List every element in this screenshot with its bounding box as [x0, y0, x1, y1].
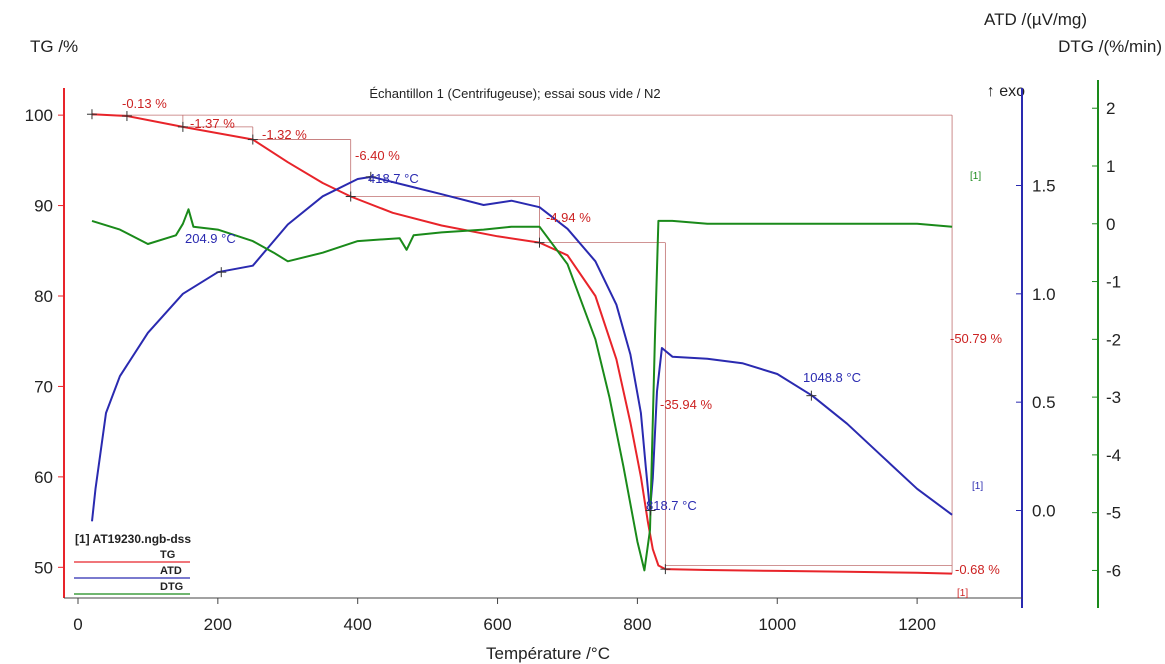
- tg-tick-label: 80: [34, 287, 53, 306]
- legend-entry: DTG: [160, 581, 183, 593]
- atd-tick-label: 1.5: [1032, 177, 1056, 196]
- series-line-dtg: [91, 208, 953, 572]
- annotation-marks: [86, 109, 817, 575]
- series-line-atd: [91, 175, 953, 522]
- tg-step-label: -1.37 %: [190, 116, 235, 131]
- tg-step-label: -6.40 %: [355, 148, 400, 163]
- tg-step-label: -0.13 %: [122, 96, 167, 111]
- tg-step-annotations: -0.13 % -1.37 % -1.32 % -6.40 % -4.94 % …: [122, 96, 1002, 577]
- legend-entry: TG: [160, 549, 175, 561]
- dtg-tick-label: -6: [1106, 561, 1121, 580]
- dtg-tick-label: -1: [1106, 273, 1121, 292]
- peak-label: 418.7 °C: [368, 171, 419, 186]
- tg-step-label: -50.79 %: [950, 331, 1002, 346]
- dtg-tick-label: -4: [1106, 446, 1121, 465]
- tg-step-guides: [91, 114, 953, 574]
- peak-annotations: 204.9 °C 418.7 °C 818.7 °C 1048.8 °C: [185, 171, 861, 513]
- marker-label: [1]: [970, 171, 981, 182]
- x-tick-label: 800: [623, 615, 651, 634]
- tg-tick-label: 50: [34, 558, 53, 577]
- x-axis-label: Température /°C: [486, 644, 610, 663]
- series-lines: [91, 113, 953, 575]
- dtg-tick-label: -3: [1106, 388, 1121, 407]
- legend: [1] AT19230.ngb-dss TG ATD DTG: [74, 532, 191, 595]
- dtg-tick-label: -5: [1106, 504, 1121, 523]
- x-tick-label: 1200: [898, 615, 936, 634]
- dtg-axis-label: DTG /(%/min): [1058, 37, 1162, 56]
- x-tick-label: 200: [204, 615, 232, 634]
- marker-label: [1]: [957, 588, 968, 599]
- tg-tick-label: 100: [25, 106, 53, 125]
- legend-entry: ATD: [160, 565, 182, 577]
- dtg-tick-label: 1: [1106, 157, 1115, 176]
- atd-tick-label: 1.0: [1032, 285, 1056, 304]
- dtg-tick-label: 0: [1106, 215, 1115, 234]
- axis-ticks: 0 200 400 600 800 1000 1200 50 60 70 80 90 100 0.0 0.5…: [25, 99, 1122, 634]
- series-line-tg: [91, 113, 953, 575]
- tg-axis-label: TG /%: [30, 37, 78, 56]
- x-tick-label: 1000: [758, 615, 796, 634]
- tg-step-label: -1.32 %: [262, 127, 307, 142]
- peak-label: 818.7 °C: [646, 498, 697, 513]
- chart-title: Échantillon 1 (Centrifugeuse); essai sou…: [369, 86, 660, 101]
- dtg-tick-label: -2: [1106, 330, 1121, 349]
- marker-label: [1]: [972, 481, 983, 492]
- legend-file: [1] AT19230.ngb-dss: [75, 532, 191, 546]
- tg-tick-label: 70: [34, 377, 53, 396]
- series-markers: [1] [1] [1]: [957, 171, 983, 599]
- peak-label: 204.9 °C: [185, 231, 236, 246]
- atd-axis-label: ATD /(µV/mg): [984, 10, 1087, 29]
- x-tick-label: 600: [483, 615, 511, 634]
- x-tick-label: 0: [73, 615, 82, 634]
- peak-label: 1048.8 °C: [803, 370, 861, 385]
- atd-tick-label: 0.0: [1032, 502, 1056, 521]
- tg-tick-label: 90: [34, 197, 53, 216]
- x-tick-label: 400: [344, 615, 372, 634]
- exo-label: ↑ exo: [987, 83, 1025, 100]
- tg-tick-label: 60: [34, 468, 53, 487]
- tg-step-label: -35.94 %: [660, 397, 712, 412]
- tg-step-label: -0.68 %: [955, 562, 1000, 577]
- atd-tick-label: 0.5: [1032, 393, 1056, 412]
- tg-step-label: -4.94 %: [546, 210, 591, 225]
- dtg-tick-label: 2: [1106, 99, 1115, 118]
